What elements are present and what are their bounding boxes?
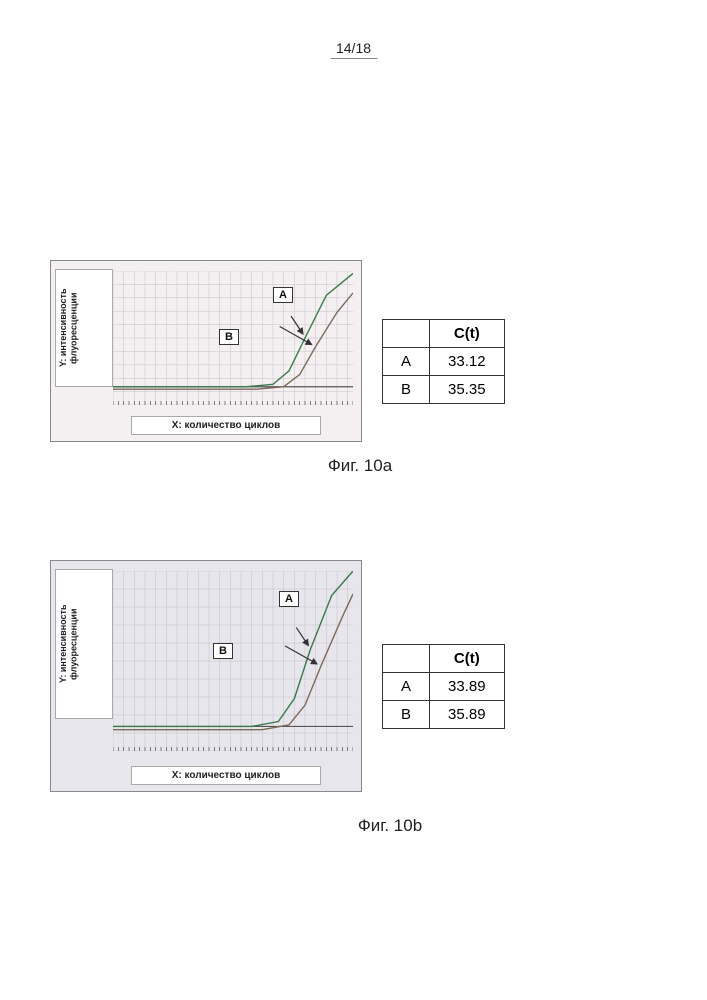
plot-svg-b	[113, 571, 353, 751]
chart-10b: Y: интенсивность флуоресценции A B X: ко…	[50, 560, 362, 792]
ct-row-label: B	[383, 375, 430, 403]
ct-row-value: 33.89	[430, 672, 505, 700]
figure-caption: Фиг. 10b	[110, 816, 670, 836]
figure-10b: Y: интенсивность флуоресценции A B X: ко…	[50, 560, 670, 836]
page-number: 14/18	[330, 40, 377, 59]
chart-10a: Y: интенсивность флуоресценции A B X: ко…	[50, 260, 362, 442]
curve-label-b: B	[219, 329, 239, 345]
ct-header-blank	[383, 644, 430, 672]
ct-header: C(t)	[430, 319, 505, 347]
figure-caption: Фиг. 10a	[50, 456, 670, 476]
y-axis-label: Y: интенсивность флуоресценции	[55, 569, 113, 719]
ct-header: C(t)	[430, 644, 505, 672]
x-axis-label: X: количество циклов	[131, 766, 321, 785]
curve-label-b: B	[213, 643, 233, 659]
ct-row-label: A	[383, 672, 430, 700]
ct-row-value: 35.89	[430, 700, 505, 728]
figure-10a: Y: интенсивность флуоресценции A B X: ко…	[50, 260, 670, 476]
ct-row-label: B	[383, 700, 430, 728]
ct-row-label: A	[383, 347, 430, 375]
curve-label-a: A	[273, 287, 293, 303]
y-axis-label: Y: интенсивность флуоресценции	[55, 269, 113, 387]
x-axis-label: X: количество циклов	[131, 416, 321, 435]
ct-table-b: C(t) A33.89 B35.89	[382, 644, 505, 729]
ct-row-value: 33.12	[430, 347, 505, 375]
ct-table-a: C(t) A33.12 B35.35	[382, 319, 505, 404]
ct-header-blank	[383, 319, 430, 347]
ct-row-value: 35.35	[430, 375, 505, 403]
curve-label-a: A	[279, 591, 299, 607]
